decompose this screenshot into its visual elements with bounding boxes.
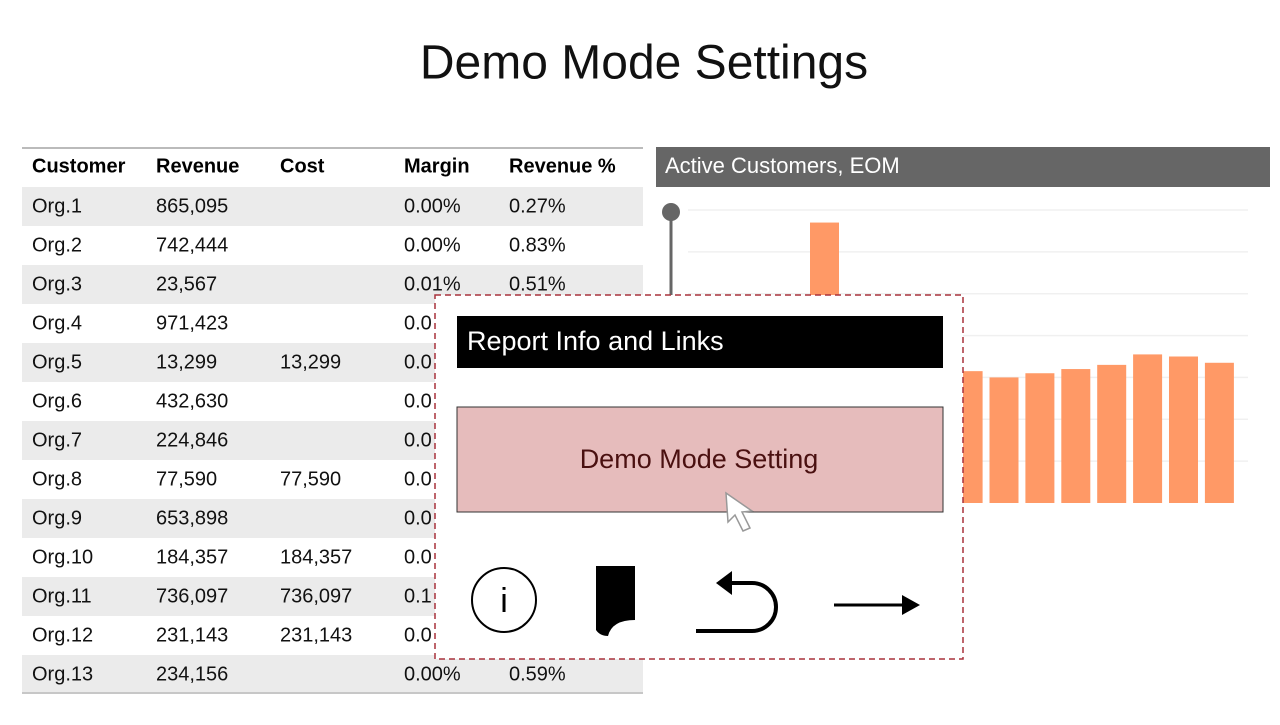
popup-header [457, 316, 943, 368]
table-cell: 742,444 [156, 234, 228, 256]
table-cell: 0.83% [509, 234, 566, 256]
table-cell: 0.0 [404, 507, 432, 529]
column-header: Margin [404, 155, 470, 177]
forward-arrow-head [902, 595, 920, 615]
bar [1097, 364, 1127, 503]
table-cell: 77,590 [280, 468, 341, 490]
table-cell: 0.00% [404, 663, 461, 685]
table-cell: 13,299 [156, 351, 217, 373]
popup-header-text: Report Info and Links [467, 326, 724, 356]
table-cell: 13,299 [280, 351, 341, 373]
popup: Report Info and Links Demo Mode Setting … [434, 294, 964, 660]
table-cell: Org.12 [32, 624, 93, 646]
table-cell: 0.0 [404, 351, 432, 373]
table-cell: 0.0 [404, 546, 432, 568]
table-row-bg [22, 655, 643, 694]
table-row-bg [22, 187, 643, 226]
slider-handle[interactable] [662, 203, 680, 221]
table-cell: 736,097 [156, 585, 228, 607]
bar [1204, 362, 1234, 503]
table-cell: 0.51% [509, 273, 566, 295]
table-cell: 0.0 [404, 468, 432, 490]
bar [1025, 373, 1055, 503]
table-cell: 0.59% [509, 663, 566, 685]
table-cell: 736,097 [280, 585, 352, 607]
column-header: Cost [280, 155, 325, 177]
table-cell: 971,423 [156, 312, 228, 334]
table-cell: 184,357 [280, 546, 352, 568]
table-cell: 865,095 [156, 195, 228, 217]
table-cell: 0.0 [404, 390, 432, 412]
table-cell: 0.0 [404, 312, 432, 334]
table-cell: Org.11 [32, 585, 92, 607]
table-cell: 224,846 [156, 429, 228, 451]
bar [1061, 369, 1091, 503]
table-cell: Org.2 [32, 234, 82, 256]
table-cell: 231,143 [156, 624, 228, 646]
table-cell: Org.5 [32, 351, 82, 373]
table-cell: 432,630 [156, 390, 228, 412]
back-arrow-head [716, 571, 732, 595]
forward-icon[interactable] [834, 595, 920, 615]
bar [1133, 354, 1163, 503]
page-title: Demo Mode Settings [420, 37, 868, 90]
table-cell: Org.4 [32, 312, 82, 334]
back-icon[interactable] [696, 571, 778, 633]
back-arrow-body [696, 581, 778, 633]
table-cell: Org.6 [32, 390, 82, 412]
column-header: Revenue [156, 155, 239, 177]
table-cell: 0.0 [404, 429, 432, 451]
info-icon-text: i [500, 582, 508, 620]
table-cell: Org.13 [32, 663, 93, 685]
demo-mode-button-text: Demo Mode Setting [580, 444, 819, 474]
table-cell: 0.1 [404, 585, 432, 607]
table-cell: 0.0 [404, 624, 432, 646]
table-cell: 77,590 [156, 468, 217, 490]
table-cell: Org.3 [32, 273, 82, 295]
table-cell: 234,156 [156, 663, 228, 685]
table-cell: 0.27% [509, 195, 566, 217]
table-cell: 0.00% [404, 234, 461, 256]
chart-title: Active Customers, EOM [665, 153, 900, 178]
table-cell: Org.1 [32, 195, 82, 217]
bookmark-icon[interactable] [596, 566, 635, 636]
table-cell: 0.00% [404, 195, 461, 217]
mouse-cursor [725, 491, 755, 532]
table-cell: 0.01% [404, 273, 461, 295]
table-cell: 184,357 [156, 546, 228, 568]
table-cell: Org.9 [32, 507, 82, 529]
table-cell: 23,567 [156, 273, 217, 295]
table-cell: 653,898 [156, 507, 228, 529]
column-header: Revenue % [509, 155, 616, 177]
table-cell: Org.10 [32, 546, 93, 568]
bar [989, 377, 1019, 503]
chart-title-bar [656, 147, 1270, 187]
info-icon[interactable] [471, 567, 537, 633]
demo-mode-button[interactable] [456, 406, 944, 513]
column-header: Customer [32, 155, 126, 177]
table-cell: Org.8 [32, 468, 82, 490]
table-cell: Org.7 [32, 429, 82, 451]
bar [1169, 356, 1198, 503]
table-cell: 231,143 [280, 624, 352, 646]
